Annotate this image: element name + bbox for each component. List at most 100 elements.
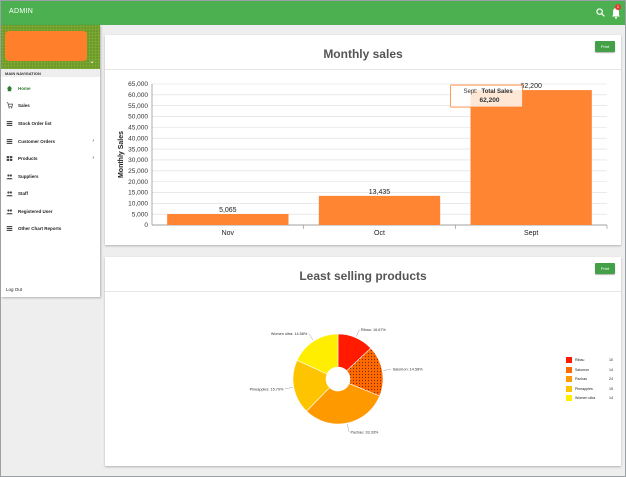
search-icon[interactable] [596,8,605,17]
legend-name: Women ultra [575,396,596,400]
bar[interactable] [167,214,289,225]
sidebar-item-stock-order-list[interactable]: Stock Order list [1,116,100,130]
y-tick-label: 55,000 [128,103,148,110]
sidebar-item-registered-user[interactable]: Registered User [1,204,100,218]
legend-swatch [566,395,572,401]
print-products-button[interactable]: Print [595,263,615,274]
sidebar-item-products[interactable]: Products › [1,151,100,165]
pie-slice[interactable] [346,347,384,397]
sidebar-item-customer-orders[interactable]: Customer Orders › [1,134,100,148]
x-tick-label: Sept [524,230,538,237]
tooltip-series: Total Sales [482,89,514,95]
pie-leader-line [284,387,293,390]
sidebar-item-sales[interactable]: Sales [1,98,100,112]
pie-slice-label: Salomon: 14.58% [393,368,424,372]
least-selling-title: Least selling products [299,269,427,283]
bar-value-label: 5,065 [219,207,237,214]
legend-item[interactable]: Pineapples 15 [566,385,616,393]
card-divider [105,291,621,292]
notification-badge: 1 [615,4,621,10]
legend-swatch [566,385,572,392]
legend-value: 15 [609,386,613,391]
x-tick-label: Oct [374,230,385,237]
chevron-right-icon: › [92,138,94,144]
bar-value-label: 13,435 [369,189,391,196]
chevron-down-icon[interactable]: ⌄ [89,58,95,65]
legend-swatch [566,376,572,382]
chevron-right-icon: › [92,155,94,161]
y-tick-label: 30,000 [128,157,148,164]
cart-icon [6,101,13,108]
legend-swatch [566,366,572,373]
least-selling-pie-chart: Ribau: 16.67% Salomon: 14.58% Pachau: 33.3… [250,328,424,434]
legend-name: Pineapples [575,386,593,391]
bar[interactable] [318,195,441,225]
y-tick-label: 25,000 [128,168,148,175]
card-divider [105,69,621,70]
y-tick-label: 60,000 [128,92,148,99]
nav-section-header: MAIN NAVIGATION [1,69,100,77]
home-icon [6,85,13,91]
sidebar-item-staff[interactable]: Staff [1,186,100,200]
user-profile-panel: ⌄ [1,25,100,69]
y-axis-label: Monthly Sales [118,131,125,178]
y-tick-label: 5,000 [132,211,149,218]
legend-item[interactable]: Salomon 14 [566,366,616,374]
legend-name: Pachau [575,377,588,381]
y-tick-label: 40,000 [128,135,148,142]
pie-slice-label: Pineapples: 15.79% [250,387,284,391]
monthly-sales-chart: 0 5,000 10,000 15,000 20,000 25,000 30,000 35,0… [118,81,608,237]
notification-bell-icon[interactable] [611,7,621,19]
list-icon [6,225,13,231]
list-icon [6,138,13,144]
pie-slice[interactable] [296,333,339,375]
people-icon [6,190,13,196]
legend-name: Ribau [575,358,585,362]
sidebar: ⌄ MAIN NAVIGATION Home Sales Stock Order… [1,25,100,297]
brand-title[interactable]: ADMIN [9,8,34,15]
bar-value-label: 62,200 [520,83,542,90]
list-icon [6,120,13,126]
legend-item[interactable]: Pachau 24 [566,375,616,383]
redacted-user-info [5,31,87,61]
print-sales-button[interactable]: Print [595,41,615,52]
legend-value: 14 [609,367,613,372]
pie-leader-line [308,333,314,341]
pie-leader-line [347,424,350,432]
y-tick-label: 65,000 [128,81,148,88]
bar-tooltip: Sept: Total Sales 62,200 [450,84,523,108]
legend-name: Salomon [575,367,590,372]
logout-link[interactable]: Log Out [6,287,23,292]
pie-slice-label: Pachau: 33.33% [350,430,378,434]
legend-swatch [566,357,572,363]
tooltip-category: Sept: [464,89,478,95]
sidebar-item-suppliers[interactable]: Suppliers [1,169,100,183]
legend-item[interactable]: Ribau 10 [566,356,616,364]
people-icon [6,208,13,214]
sidebar-item-home[interactable]: Home [1,81,100,95]
legend-item[interactable]: Women ultra 14 [566,394,616,402]
y-tick-label: 45,000 [128,125,148,132]
legend-value: 10 [609,358,613,362]
legend-value: 24 [609,377,613,381]
legend-value: 14 [609,396,613,400]
bar[interactable] [470,90,592,225]
people-icon [6,173,13,179]
y-tick-label: 10,000 [128,201,148,208]
pie-slice-label: Ribau: 16.67% [361,328,387,332]
pie-slice-label: Women ultra: 14.58% [271,332,308,336]
y-tick-label: 0 [144,222,148,229]
x-tick-label: Nov [222,230,235,237]
pie-leader-line [383,368,392,371]
pie-leader-line [356,329,360,337]
y-tick-label: 20,000 [128,179,148,186]
monthly-sales-title: Monthly sales [323,47,403,61]
y-tick-label: 35,000 [128,146,148,153]
y-tick-label: 50,000 [128,114,148,121]
y-tick-label: 15,000 [128,190,148,197]
sidebar-item-other-chart-reports[interactable]: Other Chart Reports [1,221,100,235]
pie-slice[interactable] [306,383,381,425]
tooltip-value: 62,200 [480,97,500,104]
